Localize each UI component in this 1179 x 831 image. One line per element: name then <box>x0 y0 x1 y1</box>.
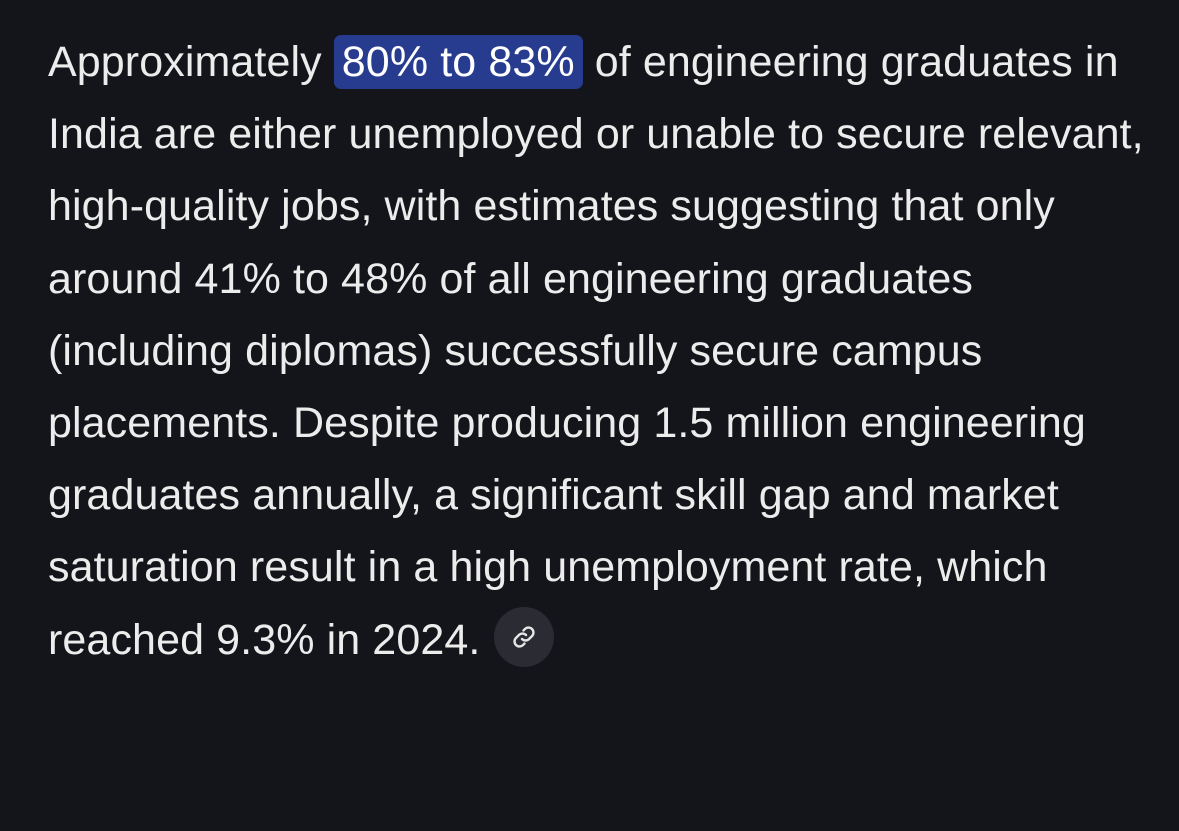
highlighted-statistic: 80% to 83% <box>333 35 583 89</box>
answer-text-lead: Approximately <box>48 38 334 86</box>
link-icon <box>513 626 536 648</box>
citation-link-button[interactable] <box>494 607 555 668</box>
answer-paragraph: Approximately 80% to 83% of engineering … <box>48 26 1158 676</box>
answer-text-body: of engineering graduates in India are ei… <box>48 38 1144 664</box>
